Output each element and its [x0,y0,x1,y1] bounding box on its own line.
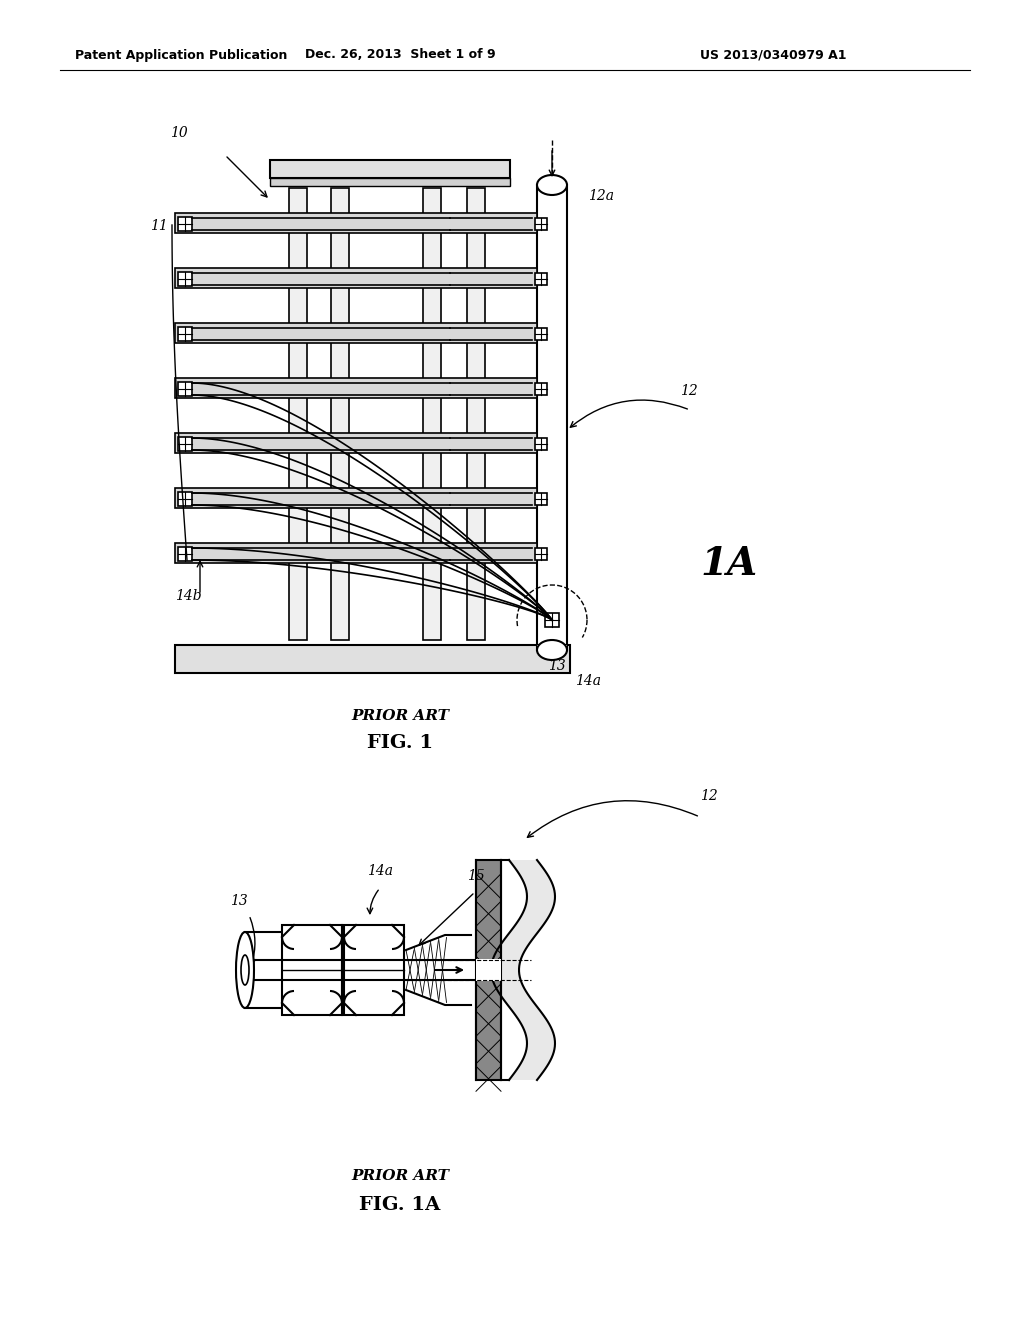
Bar [467,187,485,640]
Bar [535,327,547,341]
Text: 12a: 12a [588,189,614,203]
Bar [175,488,537,508]
Bar [178,437,193,451]
Text: 14b: 14b [175,589,202,603]
Bar [535,383,547,395]
Bar [476,861,501,1080]
Bar [537,185,567,649]
Text: US 2013/0340979 A1: US 2013/0340979 A1 [700,49,847,62]
Bar [535,218,547,230]
Ellipse shape [241,954,249,985]
Bar [282,925,342,1015]
Text: FIG. 1A: FIG. 1A [359,1196,440,1214]
Ellipse shape [236,932,254,1008]
Bar [178,327,193,341]
Bar [535,438,547,450]
Bar [175,213,537,234]
Bar [178,272,193,286]
Bar [178,546,193,561]
Polygon shape [492,861,555,1080]
Text: PRIOR ART: PRIOR ART [351,709,449,723]
Bar [537,645,567,655]
Text: 14a: 14a [575,675,601,688]
Bar [178,381,193,396]
Text: Dec. 26, 2013  Sheet 1 of 9: Dec. 26, 2013 Sheet 1 of 9 [305,49,496,62]
Bar [289,187,307,640]
Text: Patent Application Publication: Patent Application Publication [75,49,288,62]
Text: 15: 15 [467,869,484,883]
Bar [423,187,441,640]
Bar [175,645,570,673]
Text: PRIOR ART: PRIOR ART [351,1170,449,1183]
Text: FIG. 1: FIG. 1 [367,734,433,752]
Bar [178,492,193,506]
Bar [270,160,510,178]
Text: 1A: 1A [700,545,757,583]
Bar [535,492,547,506]
Bar [545,612,559,627]
Bar [175,323,537,343]
Text: 13: 13 [230,894,248,908]
Bar [535,273,547,285]
Bar [476,960,501,981]
Text: 12: 12 [700,789,718,803]
Bar [344,925,404,1015]
Bar [331,187,349,640]
Text: 11: 11 [150,219,168,234]
Ellipse shape [537,640,567,660]
Text: 14a: 14a [367,865,393,878]
Bar [270,178,510,186]
Bar [178,216,193,231]
Bar [535,548,547,560]
Text: 12: 12 [680,384,697,399]
Text: 10: 10 [170,125,187,140]
Bar [175,268,537,288]
Bar [175,543,537,564]
Bar [175,433,537,453]
Ellipse shape [537,176,567,195]
Text: 13: 13 [548,659,565,673]
Bar [175,378,537,399]
